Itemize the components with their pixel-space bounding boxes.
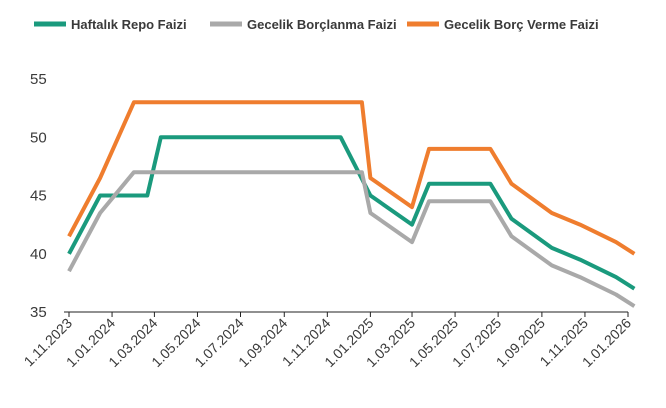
legend-label-borclanma: Gecelik Borçlanma Faizi (247, 17, 397, 32)
legend: Haftalık Repo Faizi Gecelik Borçlanma Fa… (34, 17, 599, 32)
y-tick-label: 40 (30, 246, 47, 263)
legend-label-repo: Haftalık Repo Faizi (71, 17, 187, 32)
y-tick-label: 50 (30, 129, 47, 146)
y-tick-label: 45 (30, 188, 47, 205)
y-tick-label: 55 (30, 71, 47, 88)
legend-item-repo: Haftalık Repo Faizi (34, 17, 187, 32)
x-axis-ticks: 1.11.20231.01.20241.03.20241.05.20241.07… (20, 312, 634, 370)
series-lines (67, 100, 636, 308)
series-line-0 (67, 135, 636, 291)
series-line-1 (67, 170, 636, 308)
y-axis-ticks: 35 40 45 50 55 (30, 71, 47, 321)
legend-item-borc-verme: Gecelik Borç Verme Faizi (407, 17, 599, 32)
y-tick-label: 35 (30, 304, 47, 321)
legend-item-borclanma: Gecelik Borçlanma Faizi (210, 17, 397, 32)
series-line-2 (67, 100, 636, 256)
legend-label-borc-verme: Gecelik Borç Verme Faizi (444, 17, 599, 32)
